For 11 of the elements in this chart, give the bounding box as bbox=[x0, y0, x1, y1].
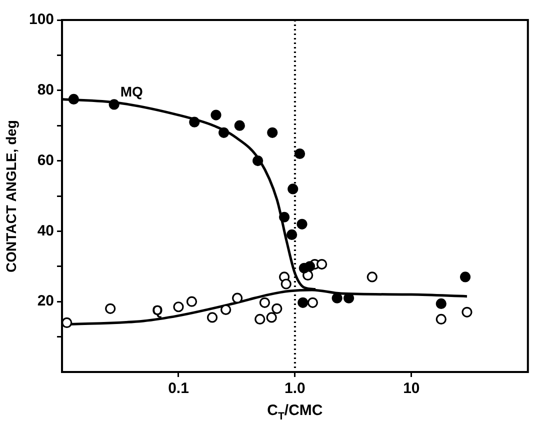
y-tick-label: 100 bbox=[28, 11, 54, 28]
y-tick-label: 40 bbox=[37, 222, 54, 240]
y-tick-label: 60 bbox=[37, 152, 54, 169]
x-tick-label: 10 bbox=[403, 380, 420, 398]
x-tick-label: 0.1 bbox=[168, 380, 189, 398]
series-label: MQ bbox=[120, 84, 143, 100]
y-axis-title: CONTACT ANGLE, deg bbox=[3, 120, 19, 272]
x-tick-label: 1.0 bbox=[284, 380, 306, 398]
y-tick-label: 20 bbox=[37, 292, 54, 310]
y-tick-label: 80 bbox=[37, 82, 54, 99]
series-label: Q bbox=[152, 302, 163, 318]
